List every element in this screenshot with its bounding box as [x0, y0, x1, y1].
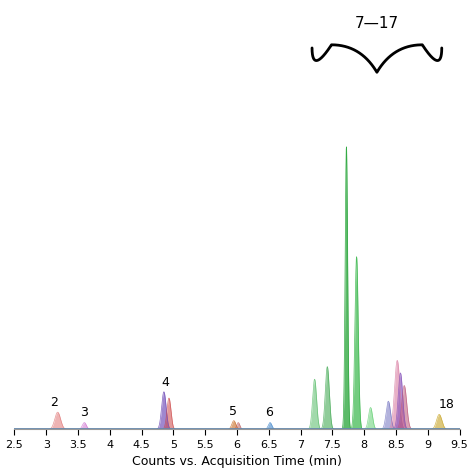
Text: 4: 4 [162, 376, 170, 389]
Text: 18: 18 [439, 398, 455, 411]
Text: 6: 6 [265, 406, 273, 419]
Text: 7—17: 7—17 [355, 16, 399, 31]
Text: 5: 5 [228, 404, 237, 418]
Text: 3: 3 [81, 406, 88, 419]
X-axis label: Counts vs. Acquisition Time (min): Counts vs. Acquisition Time (min) [132, 456, 342, 468]
Text: 2: 2 [51, 396, 58, 409]
